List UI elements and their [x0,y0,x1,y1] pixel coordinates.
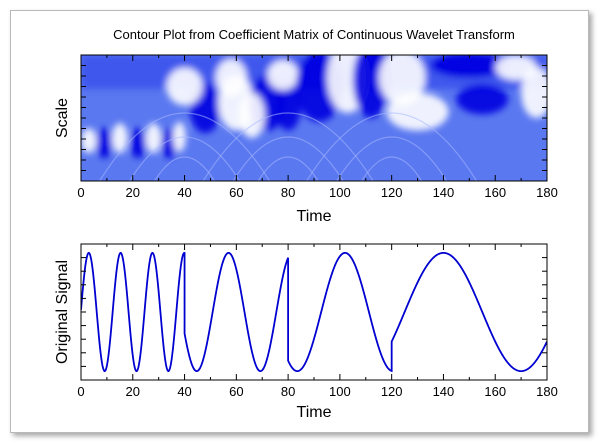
heatmap-arc [202,112,374,181]
bottom-x-tick-label: 40 [177,384,191,399]
heatmap-cone-arcs [99,112,478,181]
heatmap-arc [99,112,271,181]
heatmap-blobs [81,55,547,159]
top-x-ticks: 0 20 40 60 80 100 120 140 160 180 [77,55,558,200]
top-x-tick-label: 120 [381,185,403,200]
heatmap-arc [336,136,448,181]
heatmap-coefficient-blob [238,92,265,139]
top-x-tick-label: 140 [433,185,455,200]
heatmap-coefficient-blob [145,123,162,154]
top-y-axis-label: Scale [54,98,71,138]
bottom-x-tick-label: 20 [126,384,140,399]
heatmap-arc [361,156,423,181]
heatmap-coefficient-blob [166,67,203,106]
heatmap-coefficient-blob [267,60,299,91]
signal-plot-border [80,243,548,381]
bottom-x-tick-label: 0 [77,384,84,399]
heatmap-coefficient-blob [130,128,146,159]
wavelet-heatmap: 0 20 40 60 80 100 120 140 160 180 Time Scale [54,54,558,225]
heatmap-coefficient-blob [81,128,97,154]
heatmap-coefficient-blob [456,83,509,115]
top-x-tick-label: 40 [177,185,191,200]
top-x-tick-label: 160 [484,185,506,200]
bottom-x-tick-label: 140 [433,384,455,399]
bottom-x-tick-label: 60 [229,384,243,399]
bottom-x-axis-label: Time [297,404,332,421]
heatmap-coefficient-blob [386,92,449,131]
chart-title: Contour Plot from Coefficient Matrix of … [113,27,515,42]
heatmap-coefficient-blob [275,80,302,131]
heatmap-arc [129,136,241,181]
heatmap-coefficient-blob [96,128,113,159]
bottom-x-tick-label: 160 [484,384,506,399]
heatmap-coefficient-blob [430,55,509,78]
heatmap-coefficient-blob [378,55,426,106]
bottom-x-tick-label: 180 [536,384,558,399]
heatmap-coefficient-blob [215,58,247,97]
heatmap-coefficient-blob [495,55,537,81]
bottom-x-tick-label: 120 [381,384,403,399]
heatmap-arc [232,136,344,181]
top-x-tick-label: 20 [126,185,140,200]
top-x-tick-label: 100 [329,185,351,200]
bottom-x-tick-label: 100 [329,384,351,399]
signal-line-chart: 0 20 40 60 80 100 120 140 160 180 Time Original S… [54,243,558,421]
heatmap-coefficient-blob [521,67,547,118]
signal-series-line [81,251,547,373]
heatmap-coefficient-blob [161,128,177,159]
bottom-y-ticks [81,243,547,381]
top-x-tick-label: 80 [281,185,295,200]
top-y-ticks [81,54,547,182]
bottom-x-ticks: 0 20 40 60 80 100 120 140 160 180 [77,244,558,399]
heatmap-coefficient-blob [112,123,128,154]
top-x-tick-label: 60 [229,185,243,200]
bottom-y-axis-label: Original Signal [54,260,71,364]
top-x-tick-label: 180 [536,185,558,200]
top-x-tick-label: 0 [77,185,84,200]
chart-frame: Contour Plot from Coefficient Matrix of … [10,10,589,433]
bottom-x-tick-label: 80 [281,384,295,399]
heatmap-arc [306,112,478,181]
top-x-axis-label: Time [297,208,332,225]
figure: Contour Plot from Coefficient Matrix of … [54,27,558,421]
